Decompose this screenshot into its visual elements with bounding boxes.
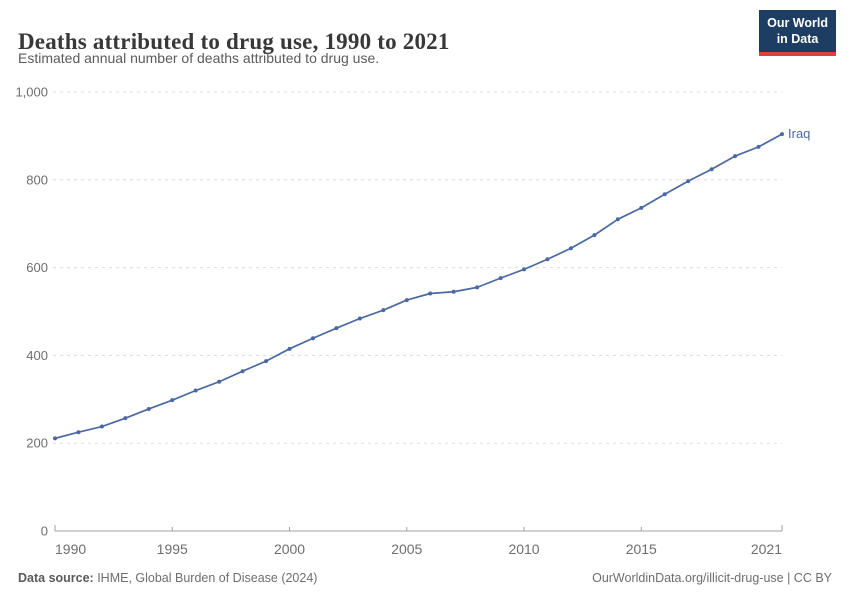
owid-logo-line2: in Data — [776, 32, 819, 47]
y-tick-label: 0 — [41, 524, 48, 539]
y-tick-label: 400 — [26, 348, 48, 363]
data-point[interactable] — [780, 132, 784, 137]
data-point[interactable] — [193, 388, 198, 393]
owid-logo-line1: Our World — [767, 16, 828, 30]
data-source-note: Data source: IHME, Global Burden of Dise… — [18, 571, 317, 585]
data-point[interactable] — [592, 233, 597, 238]
data-point[interactable] — [662, 192, 667, 197]
y-tick-label: 800 — [26, 172, 48, 187]
data-point[interactable] — [545, 257, 550, 262]
data-point[interactable] — [264, 359, 269, 364]
credit-link[interactable]: OurWorldinData.org/illicit-drug-use | CC… — [592, 571, 832, 585]
data-point[interactable] — [381, 308, 386, 313]
data-point[interactable] — [428, 291, 433, 296]
x-tick-label: 1990 — [55, 541, 86, 557]
data-source-label: Data source: — [18, 571, 94, 585]
data-point[interactable] — [522, 267, 527, 272]
data-point[interactable] — [639, 205, 644, 210]
data-point[interactable] — [475, 285, 480, 290]
chart-subtitle: Estimated annual number of deaths attrib… — [18, 50, 380, 66]
owid-logo[interactable]: Our World in Data — [759, 10, 836, 56]
data-point[interactable] — [334, 326, 339, 331]
series-line-iraq[interactable] — [54, 133, 783, 440]
data-point[interactable] — [146, 406, 151, 411]
series-label-iraq[interactable]: Iraq — [788, 126, 810, 141]
x-tick-label: 2015 — [626, 541, 657, 557]
chart-title: Deaths attributed to drug use, 1990 to 2… — [18, 29, 450, 55]
data-source-value: IHME, Global Burden of Disease (2024) — [93, 571, 318, 585]
data-point[interactable] — [686, 179, 691, 184]
x-tick-label: 2021 — [751, 541, 782, 557]
data-point[interactable] — [498, 276, 503, 281]
data-point[interactable] — [99, 424, 104, 429]
x-tick-label: 2005 — [391, 541, 422, 557]
data-point[interactable] — [709, 167, 714, 172]
data-point[interactable] — [451, 289, 456, 294]
data-point[interactable] — [76, 430, 81, 435]
data-point[interactable] — [357, 316, 362, 321]
data-point[interactable] — [733, 154, 738, 159]
data-point[interactable] — [240, 369, 245, 374]
chart-footer: Data source: IHME, Global Burden of Dise… — [18, 571, 832, 585]
data-point[interactable] — [217, 379, 222, 384]
data-point[interactable] — [756, 144, 761, 149]
y-tick-label: 1,000 — [15, 85, 48, 100]
y-tick-label: 600 — [26, 260, 48, 275]
data-point[interactable] — [170, 398, 175, 403]
y-tick-label: 200 — [26, 436, 48, 451]
data-point[interactable] — [404, 298, 409, 303]
data-point[interactable] — [568, 246, 573, 251]
x-tick-label: 2000 — [274, 541, 305, 557]
x-tick-label: 1995 — [157, 541, 188, 557]
x-tick-label: 2010 — [508, 541, 539, 557]
data-point[interactable] — [123, 416, 128, 421]
line-chart[interactable]: 0 200 400 600 800 1,000 1990 1995 2000 2005 2010 20… — [0, 78, 850, 560]
data-point[interactable] — [53, 436, 57, 441]
data-point[interactable] — [287, 346, 292, 351]
data-point[interactable] — [310, 336, 315, 341]
data-point[interactable] — [615, 217, 620, 222]
